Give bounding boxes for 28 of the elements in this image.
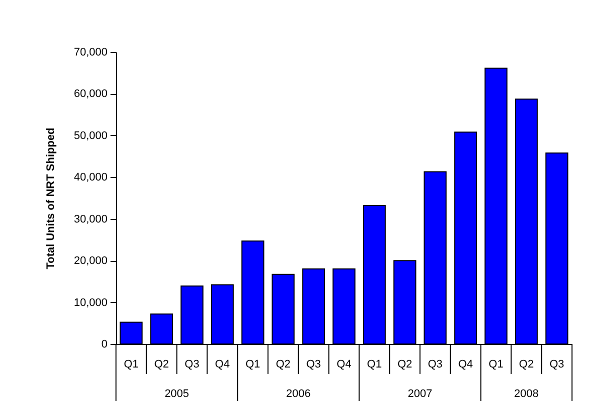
text: 2008	[514, 388, 539, 400]
y-tick-label: 0	[101, 338, 108, 350]
y-tick-label: 70,000	[74, 46, 108, 58]
x-tick-label: Q3	[306, 358, 321, 370]
text: 2005	[164, 388, 190, 400]
x-tick-label: Q3	[549, 358, 564, 370]
y-tick-label: 40,000	[74, 172, 108, 184]
x-tick-label: Q1	[367, 358, 382, 370]
x-tick-label: Q2	[519, 358, 534, 370]
x-tick-label: Q1	[124, 358, 139, 370]
x-tick-label: Q4	[336, 358, 352, 370]
y-axis-title: Total Units of NRT Shipped	[44, 128, 57, 270]
text: 2007	[408, 388, 432, 400]
x-tick-label: Q2	[276, 358, 291, 370]
y-tick-label: 30,000	[74, 213, 108, 226]
y-tick-label: 50,000	[74, 130, 108, 142]
x-tick-label: Q2	[397, 358, 412, 370]
text: 2006	[286, 388, 311, 400]
y-tick-label: 60,000	[74, 88, 108, 100]
x-tick-label: Q3	[184, 358, 200, 370]
x-tick-label: Q2	[154, 358, 169, 370]
x-tick-label: Q3	[428, 358, 443, 370]
x-tick-label: Q4	[215, 358, 230, 370]
x-tick-label: Q1	[245, 358, 260, 370]
y-tick-label: 20,000	[74, 255, 108, 268]
y-tick-label: 10,000	[74, 296, 108, 309]
x-tick-label: Q4	[458, 358, 473, 370]
x-tick-label: Q1	[488, 358, 504, 370]
